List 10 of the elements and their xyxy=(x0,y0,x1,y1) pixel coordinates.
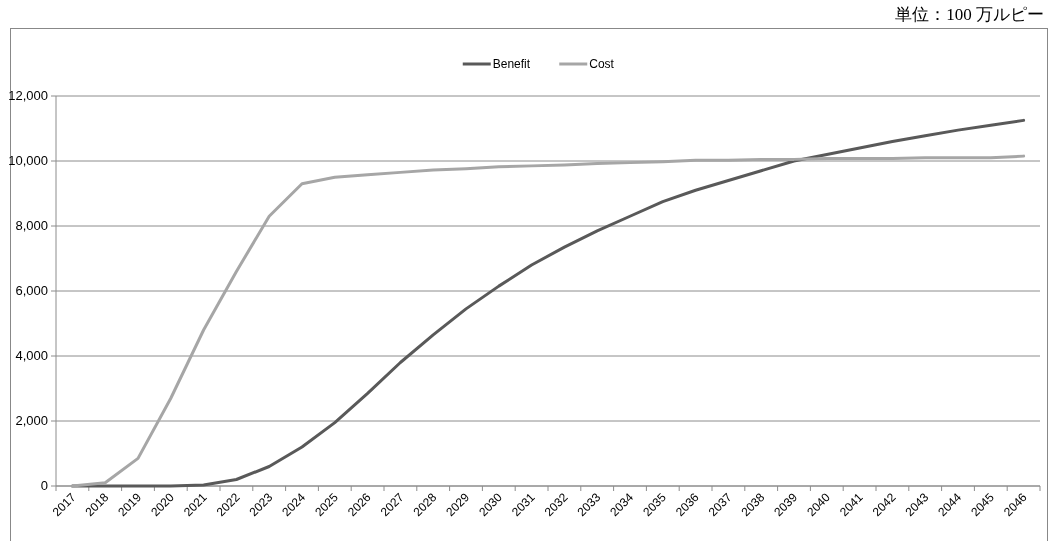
legend-label: Cost xyxy=(589,57,615,71)
y-tick-label: 12,000 xyxy=(8,88,48,103)
legend-label: Benefit xyxy=(492,57,531,71)
y-tick-label: 10,000 xyxy=(8,153,48,168)
text: 単位：100 万ルピー xyxy=(895,5,1044,24)
y-tick-label: 2,000 xyxy=(15,413,48,428)
y-tick-label: 0 xyxy=(40,478,48,493)
y-tick-label: 6,000 xyxy=(15,283,48,298)
y-tick-label: 8,000 xyxy=(15,218,48,233)
y-tick-label: 4,000 xyxy=(15,348,48,363)
